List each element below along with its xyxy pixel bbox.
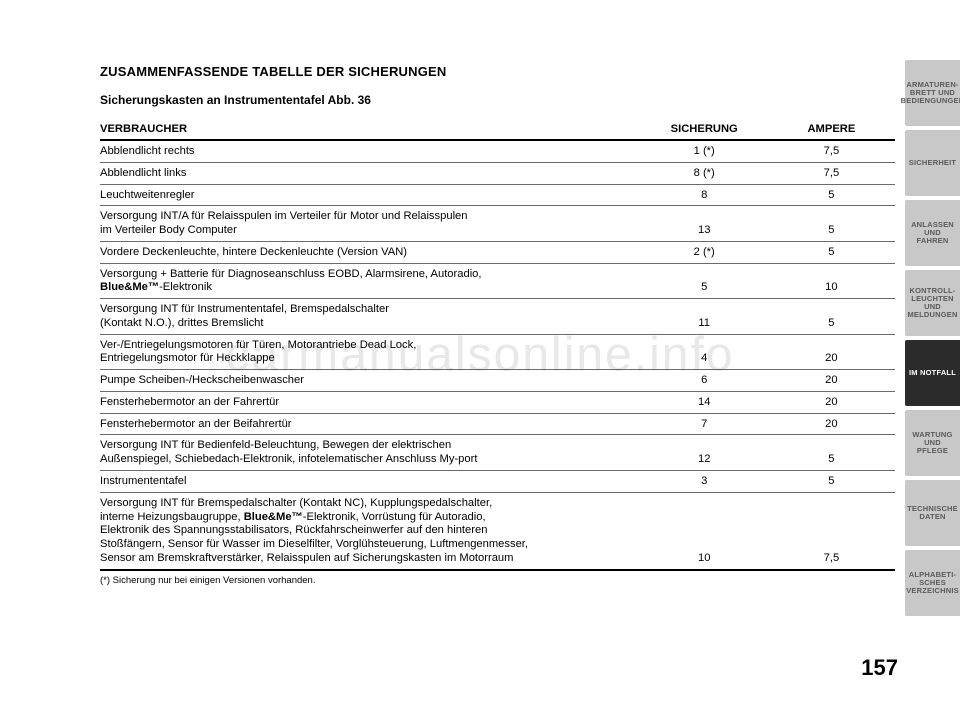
side-tab-label: ARMATUREN-BRETT UNDBEDIENGUNGEN	[901, 81, 960, 106]
cell-sicherung: 11	[641, 299, 768, 335]
side-tab-label: ANLASSENUND FAHREN	[908, 221, 957, 246]
cell-ampere: 5	[768, 206, 895, 242]
cell-sicherung: 4	[641, 334, 768, 370]
side-tab[interactable]: KONTROLL-LEUCHTEN UNDMELDUNGEN	[905, 270, 960, 336]
cell-sicherung: 10	[641, 492, 768, 569]
footnote: (*) Sicherung nur bei einigen Versionen …	[100, 575, 895, 586]
cell-verbraucher: Instrumententafel	[100, 471, 641, 493]
cell-ampere: 20	[768, 370, 895, 392]
side-tab[interactable]: ALPHABETI-SCHESVERZEICHNIS	[905, 550, 960, 616]
side-tab[interactable]: ARMATUREN-BRETT UNDBEDIENGUNGEN	[905, 60, 960, 126]
side-tab-label: SICHERHEIT	[909, 159, 956, 167]
cell-verbraucher: Abblendlicht rechts	[100, 140, 641, 162]
cell-ampere: 5	[768, 241, 895, 263]
side-tab-label: TECHNISCHEDATEN	[907, 505, 958, 522]
cell-ampere: 5	[768, 471, 895, 493]
cell-sicherung: 12	[641, 435, 768, 471]
cell-verbraucher: Fensterhebermotor an der Fahrertür	[100, 391, 641, 413]
side-tab[interactable]: IM NOTFALL	[905, 340, 960, 406]
table-row: Versorgung INT für Bremspedalschalter (K…	[100, 492, 895, 569]
cell-sicherung: 6	[641, 370, 768, 392]
table-row: Versorgung INT für Instrumententafel, Br…	[100, 299, 895, 335]
table-row: Vordere Deckenleuchte, hintere Deckenleu…	[100, 241, 895, 263]
cell-verbraucher: Versorgung INT für Instrumententafel, Br…	[100, 299, 641, 335]
side-tab[interactable]: SICHERHEIT	[905, 130, 960, 196]
cell-ampere: 7,5	[768, 140, 895, 162]
cell-ampere: 7,5	[768, 492, 895, 569]
cell-ampere: 7,5	[768, 162, 895, 184]
page-heading: ZUSAMMENFASSENDE TABELLE DER SICHERUNGEN	[100, 64, 895, 79]
table-row: Versorgung INT/A für Relaisspulen im Ver…	[100, 206, 895, 242]
side-tabs: ARMATUREN-BRETT UNDBEDIENGUNGEN SICHERHEI…	[905, 60, 960, 620]
table-header-row: VERBRAUCHER SICHERUNG AMPERE	[100, 119, 895, 140]
col-ampere: AMPERE	[768, 119, 895, 140]
side-tab[interactable]: TECHNISCHEDATEN	[905, 480, 960, 546]
cell-ampere: 5	[768, 435, 895, 471]
page-subheading: Sicherungskasten an Instrumententafel Ab…	[100, 93, 895, 107]
cell-verbraucher: Versorgung + Batterie für Diagnoseanschl…	[100, 263, 641, 299]
cell-ampere: 20	[768, 334, 895, 370]
cell-sicherung: 8	[641, 184, 768, 206]
cell-ampere: 10	[768, 263, 895, 299]
fuse-table: VERBRAUCHER SICHERUNG AMPERE Abblendlich…	[100, 119, 895, 571]
side-tab[interactable]: WARTUNGUND PFLEGE	[905, 410, 960, 476]
table-row: Versorgung + Batterie für Diagnoseanschl…	[100, 263, 895, 299]
side-tab-label: ALPHABETI-SCHESVERZEICHNIS	[906, 571, 959, 596]
table-row: Abblendlicht links8 (*)7,5	[100, 162, 895, 184]
cell-sicherung: 8 (*)	[641, 162, 768, 184]
cell-verbraucher: Versorgung INT für Bedienfeld-Beleuchtun…	[100, 435, 641, 471]
cell-verbraucher: Leuchtweitenregler	[100, 184, 641, 206]
side-tab-label: WARTUNGUND PFLEGE	[908, 431, 957, 456]
cell-verbraucher: Ver-/Entriegelungsmotoren für Türen, Mot…	[100, 334, 641, 370]
cell-verbraucher: Pumpe Scheiben-/Heckscheibenwascher	[100, 370, 641, 392]
side-tab-label: IM NOTFALL	[909, 369, 956, 377]
cell-sicherung: 3	[641, 471, 768, 493]
cell-sicherung: 1 (*)	[641, 140, 768, 162]
col-sicherung: SICHERUNG	[641, 119, 768, 140]
table-row: Instrumententafel35	[100, 471, 895, 493]
cell-sicherung: 13	[641, 206, 768, 242]
table-row: Pumpe Scheiben-/Heckscheibenwascher620	[100, 370, 895, 392]
side-tab-label: KONTROLL-LEUCHTEN UNDMELDUNGEN	[907, 287, 957, 320]
table-row: Versorgung INT für Bedienfeld-Beleuchtun…	[100, 435, 895, 471]
cell-ampere: 20	[768, 391, 895, 413]
cell-verbraucher: Fensterhebermotor an der Beifahrertür	[100, 413, 641, 435]
content-area: ZUSAMMENFASSENDE TABELLE DER SICHERUNGEN…	[100, 64, 895, 586]
table-row: Ver-/Entriegelungsmotoren für Türen, Mot…	[100, 334, 895, 370]
cell-sicherung: 2 (*)	[641, 241, 768, 263]
table-row: Fensterhebermotor an der Fahrertür1420	[100, 391, 895, 413]
cell-ampere: 20	[768, 413, 895, 435]
cell-ampere: 5	[768, 184, 895, 206]
cell-verbraucher: Versorgung INT/A für Relaisspulen im Ver…	[100, 206, 641, 242]
cell-sicherung: 14	[641, 391, 768, 413]
cell-verbraucher: Abblendlicht links	[100, 162, 641, 184]
side-tab[interactable]: ANLASSENUND FAHREN	[905, 200, 960, 266]
cell-verbraucher: Versorgung INT für Bremspedalschalter (K…	[100, 492, 641, 569]
cell-ampere: 5	[768, 299, 895, 335]
cell-sicherung: 7	[641, 413, 768, 435]
table-row: Leuchtweitenregler85	[100, 184, 895, 206]
page: carmanualsonline.info ZUSAMMENFASSENDE T…	[0, 0, 960, 709]
cell-verbraucher: Vordere Deckenleuchte, hintere Deckenleu…	[100, 241, 641, 263]
cell-sicherung: 5	[641, 263, 768, 299]
table-row: Abblendlicht rechts1 (*)7,5	[100, 140, 895, 162]
col-verbraucher: VERBRAUCHER	[100, 119, 641, 140]
table-row: Fensterhebermotor an der Beifahrertür720	[100, 413, 895, 435]
page-number: 157	[861, 655, 898, 681]
